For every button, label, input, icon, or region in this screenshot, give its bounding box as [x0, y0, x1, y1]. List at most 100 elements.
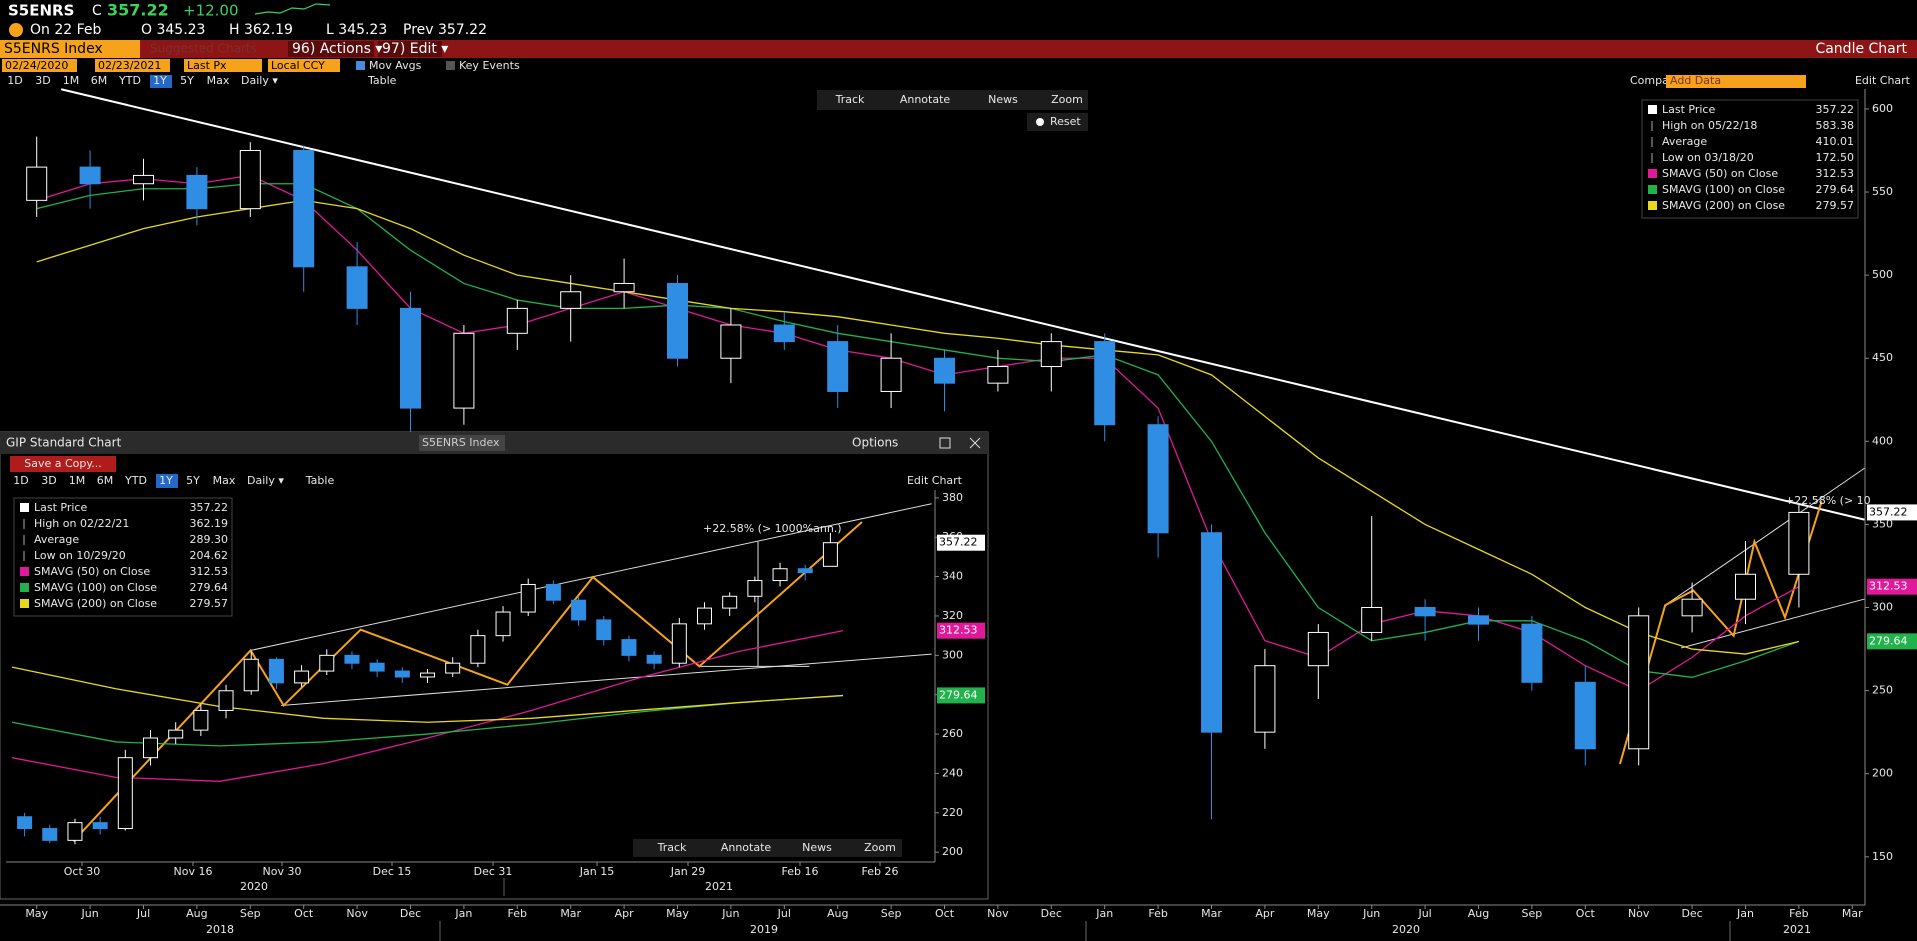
frequency[interactable]: Daily ▾ [247, 474, 284, 487]
security-field[interactable] [419, 435, 505, 451]
add-data[interactable]: Add Data [1670, 74, 1721, 87]
field-currency[interactable]: Local CCY [271, 59, 325, 72]
table-button[interactable]: Table [367, 74, 397, 87]
toolbar-button[interactable]: Annotate [721, 841, 772, 854]
field-field[interactable]: Last Px [187, 59, 227, 72]
period[interactable]: 6M [91, 74, 108, 87]
toolbar-button[interactable]: News [988, 93, 1018, 106]
edit[interactable]: 97) Edit ▾ [382, 41, 448, 57]
field-start[interactable]: 02/24/2020 [5, 59, 68, 72]
y-tick-label: 300 [942, 648, 963, 661]
candle-body [319, 654, 335, 672]
legend-label: Average [1662, 135, 1707, 148]
x-tick-label: Oct [1576, 907, 1596, 920]
legend-value: 312.53 [190, 565, 229, 578]
actions-button[interactable] [288, 41, 374, 57]
candle-body [1094, 341, 1116, 426]
period-active[interactable] [150, 75, 172, 88]
period[interactable]: 1D [7, 74, 22, 87]
period[interactable]: 5Y [180, 74, 194, 87]
edit-chart[interactable]: Edit Chart [907, 474, 963, 487]
period[interactable]: 1Y [153, 74, 167, 87]
candle-body [168, 729, 184, 739]
toolbar-button[interactable]: Zoom [1051, 93, 1083, 106]
candle-body [495, 611, 511, 637]
reset-icon [1036, 118, 1044, 126]
save-button[interactable] [10, 456, 116, 472]
toolbar-button[interactable]: Zoom [864, 841, 896, 854]
maximize[interactable] [939, 437, 951, 449]
x-tick-label: Oct 30 [64, 865, 101, 878]
field-box[interactable] [95, 59, 170, 72]
legend-swatch [20, 503, 29, 512]
period[interactable]: 3D [35, 74, 50, 87]
security[interactable]: S5ENRS Index [422, 436, 500, 449]
period[interactable]: 5Y [186, 474, 200, 487]
x-tick-label: Feb [1148, 907, 1167, 920]
legend-label: SMAVG (200) on Close [34, 597, 157, 610]
period[interactable]: 1M [63, 74, 80, 87]
period[interactable]: Max [213, 474, 236, 487]
candle-body [42, 828, 58, 841]
security-box[interactable] [0, 40, 140, 58]
candle-body [747, 580, 763, 597]
candle-body [268, 658, 284, 684]
x-tick-label: May [666, 907, 689, 920]
period[interactable]: YTD [118, 74, 141, 87]
toolbar-button[interactable]: Annotate [900, 93, 951, 106]
period[interactable]: 1Y [159, 474, 173, 487]
frequency[interactable]: Daily ▾ [241, 74, 278, 87]
toolbar-button[interactable]: Track [835, 93, 865, 106]
toolbar-button[interactable]: News [802, 841, 832, 854]
x-tick-label: Sep [1522, 907, 1543, 920]
legend-value: 204.62 [190, 549, 229, 562]
checkbox[interactable] [446, 61, 455, 70]
candle-body [1735, 573, 1756, 600]
close[interactable] [969, 437, 981, 449]
add-data-box[interactable] [1666, 75, 1806, 88]
save-label[interactable]: Save a Copy... [24, 457, 102, 470]
legend-label: High on 05/22/18 [1662, 119, 1757, 132]
candle-body [880, 357, 902, 392]
icon [9, 23, 23, 37]
legend-swatch [1648, 185, 1657, 194]
edit-button[interactable] [378, 41, 442, 57]
security[interactable]: S5ENRS Index [4, 41, 103, 57]
period[interactable]: Max [207, 74, 230, 87]
actions[interactable]: 96) Actions ▾ [292, 41, 382, 57]
period[interactable]: YTD [124, 474, 147, 487]
period-active[interactable] [156, 474, 178, 488]
reset-label[interactable]: Reset [1050, 115, 1081, 128]
x-tick-label: Jan [454, 907, 472, 920]
table-button[interactable]: Table [305, 474, 335, 487]
x-tick-label: Nov [987, 907, 1009, 920]
key-events[interactable]: Key Events [459, 59, 520, 72]
field-box[interactable] [2, 59, 77, 72]
options[interactable]: Options [852, 436, 898, 450]
checkbox[interactable] [356, 61, 365, 70]
y-tick-label: 260 [942, 727, 963, 740]
edit-chart[interactable]: Edit Chart [1855, 74, 1911, 87]
toolbar [633, 839, 902, 857]
toolbar-button[interactable]: Track [657, 841, 687, 854]
field-end[interactable]: 02/23/2021 [98, 59, 161, 72]
period[interactable]: 1D [13, 474, 28, 487]
period[interactable]: 6M [97, 474, 114, 487]
field-box[interactable] [268, 59, 340, 72]
candle-body [346, 266, 368, 309]
reset-button[interactable] [1027, 113, 1088, 131]
x-tick-label: Mar [1842, 907, 1863, 920]
candle-body [667, 282, 688, 359]
legend-swatch [20, 567, 29, 576]
field-box[interactable] [184, 59, 262, 72]
period[interactable]: 1M [69, 474, 86, 487]
period[interactable]: 3D [41, 474, 56, 487]
candle-body [193, 709, 209, 731]
channel-line [1680, 598, 1865, 649]
mov-avgs[interactable]: Mov Avgs [369, 59, 422, 72]
legend-label: Last Price [34, 501, 87, 514]
candle-body [79, 166, 101, 185]
x-tick-label: Aug [1468, 907, 1489, 920]
legend-value: 172.50 [1816, 151, 1855, 164]
legend-label: SMAVG (50) on Close [34, 565, 150, 578]
